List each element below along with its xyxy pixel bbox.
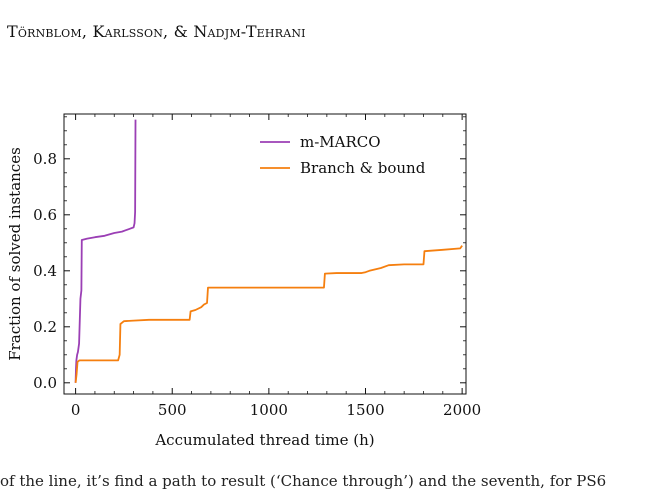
- x-tick-label: 0: [71, 401, 81, 419]
- legend-label-0: m-MARCO: [300, 133, 381, 151]
- y-tick-label: 0.0: [33, 374, 57, 392]
- legend: m-MARCO Branch & bound: [260, 133, 426, 177]
- x-tick-label: 1500: [346, 401, 384, 419]
- y-tick-label: 0.8: [33, 150, 57, 168]
- y-tick-label: 0.2: [33, 318, 57, 336]
- plot-area: [74, 119, 463, 383]
- axes: 0 500 1000 1500 2000 0.0 0.2 0.4 0.6 0.8 Accumulat…: [6, 113, 481, 449]
- x-axis-label: Accumulated thread time (h): [154, 431, 374, 449]
- y-tick-label: 0.6: [33, 206, 57, 224]
- caption-fragment: of the line, it’s find a path to result …: [0, 472, 607, 490]
- running-head: Törnblom, Karlsson, & Nadjm-Tehrani: [7, 22, 306, 41]
- x-tick-label: 2000: [443, 401, 481, 419]
- y-axis-label: Fraction of solved instances: [6, 147, 24, 361]
- x-tick-label: 1000: [250, 401, 288, 419]
- x-tick-label: 500: [158, 401, 187, 419]
- series-line-1: [74, 245, 463, 383]
- series-line-0: [74, 119, 137, 383]
- plot-frame: [63, 113, 467, 395]
- y-tick-label: 0.4: [33, 262, 57, 280]
- line-chart: 0 500 1000 1500 2000 0.0 0.2 0.4 0.6 0.8 Accumulat…: [6, 113, 481, 449]
- legend-label-1: Branch & bound: [300, 159, 426, 177]
